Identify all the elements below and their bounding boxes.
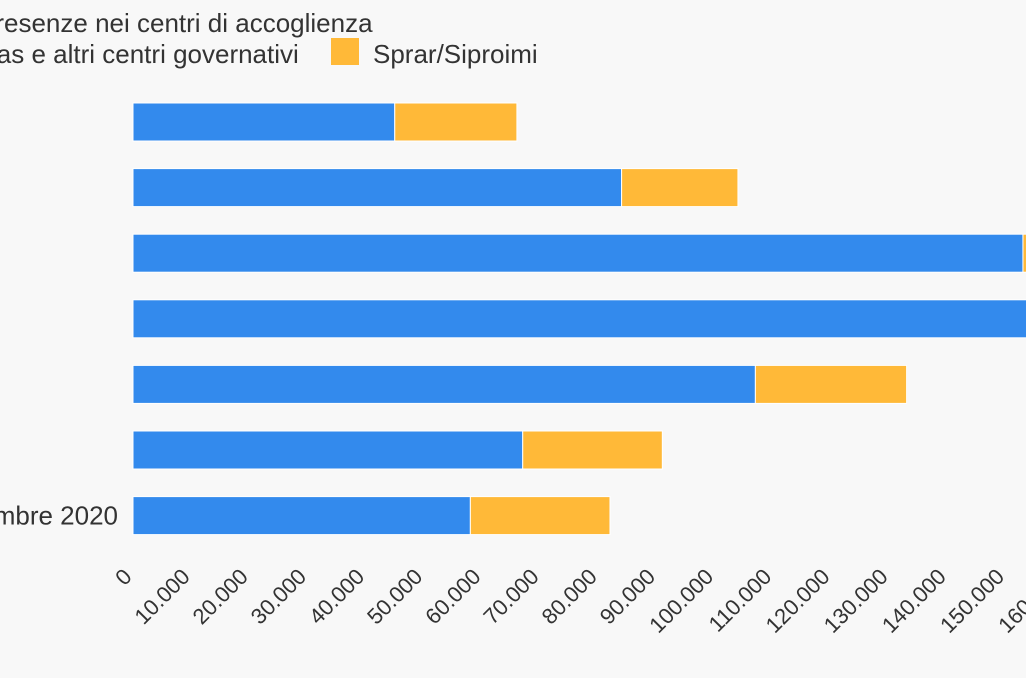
bar-series-1-row-0	[394, 102, 518, 142]
category-label-6: Dicembre 2020	[0, 501, 118, 531]
bar-series-1-row-2	[1022, 233, 1026, 273]
bar-series-1-row-4	[754, 364, 908, 404]
bar-series-0-row-6	[132, 496, 471, 536]
bar-series-0-row-2	[132, 233, 1024, 273]
x-axis-ticks: 010.00020.00030.00040.00050.00060.00070.…	[110, 564, 1026, 638]
bar-series-1-row-1	[621, 168, 739, 208]
x-tick-label-1: 10.000	[129, 564, 194, 629]
bar-series-0-row-4	[132, 364, 756, 404]
x-tick-label-10: 100.000	[644, 564, 718, 638]
bar-series-0-row-5	[132, 430, 524, 470]
x-tick-label-2: 20.000	[188, 564, 253, 629]
bar-series-0-row-0	[132, 102, 396, 142]
bar-series-0-row-1	[132, 168, 623, 208]
x-tick-label-12: 120.000	[761, 564, 835, 638]
x-tick-label-13: 130.000	[819, 564, 893, 638]
x-tick-label-8: 80.000	[537, 564, 602, 629]
legend-label-1: Sprar/Siproimi	[373, 39, 538, 69]
legend-swatch-1	[331, 38, 359, 65]
bar-series-0-row-3	[132, 299, 1026, 339]
x-tick-label-6: 60.000	[420, 564, 485, 629]
x-tick-label-14: 140.000	[877, 564, 951, 638]
legend-label-0: Cas e altri centri governativi	[0, 39, 299, 69]
x-tick-label-0: 0	[110, 564, 136, 590]
bars	[132, 102, 1026, 536]
x-tick-label-7: 70.000	[478, 564, 543, 629]
bar-series-1-row-5	[522, 430, 663, 470]
legend: Cas e altri centri governativi Sprar/Sipr…	[0, 38, 538, 69]
bar-series-1-row-6	[469, 496, 611, 536]
category-labels: Dicembre 2020	[0, 501, 118, 531]
x-tick-label-5: 50.000	[362, 564, 427, 629]
chart-title: Presenze nei centri di accoglienza	[0, 8, 373, 38]
x-tick-label-3: 30.000	[246, 564, 311, 629]
x-tick-label-4: 40.000	[304, 564, 369, 629]
x-tick-label-15: 150.000	[935, 564, 1009, 638]
